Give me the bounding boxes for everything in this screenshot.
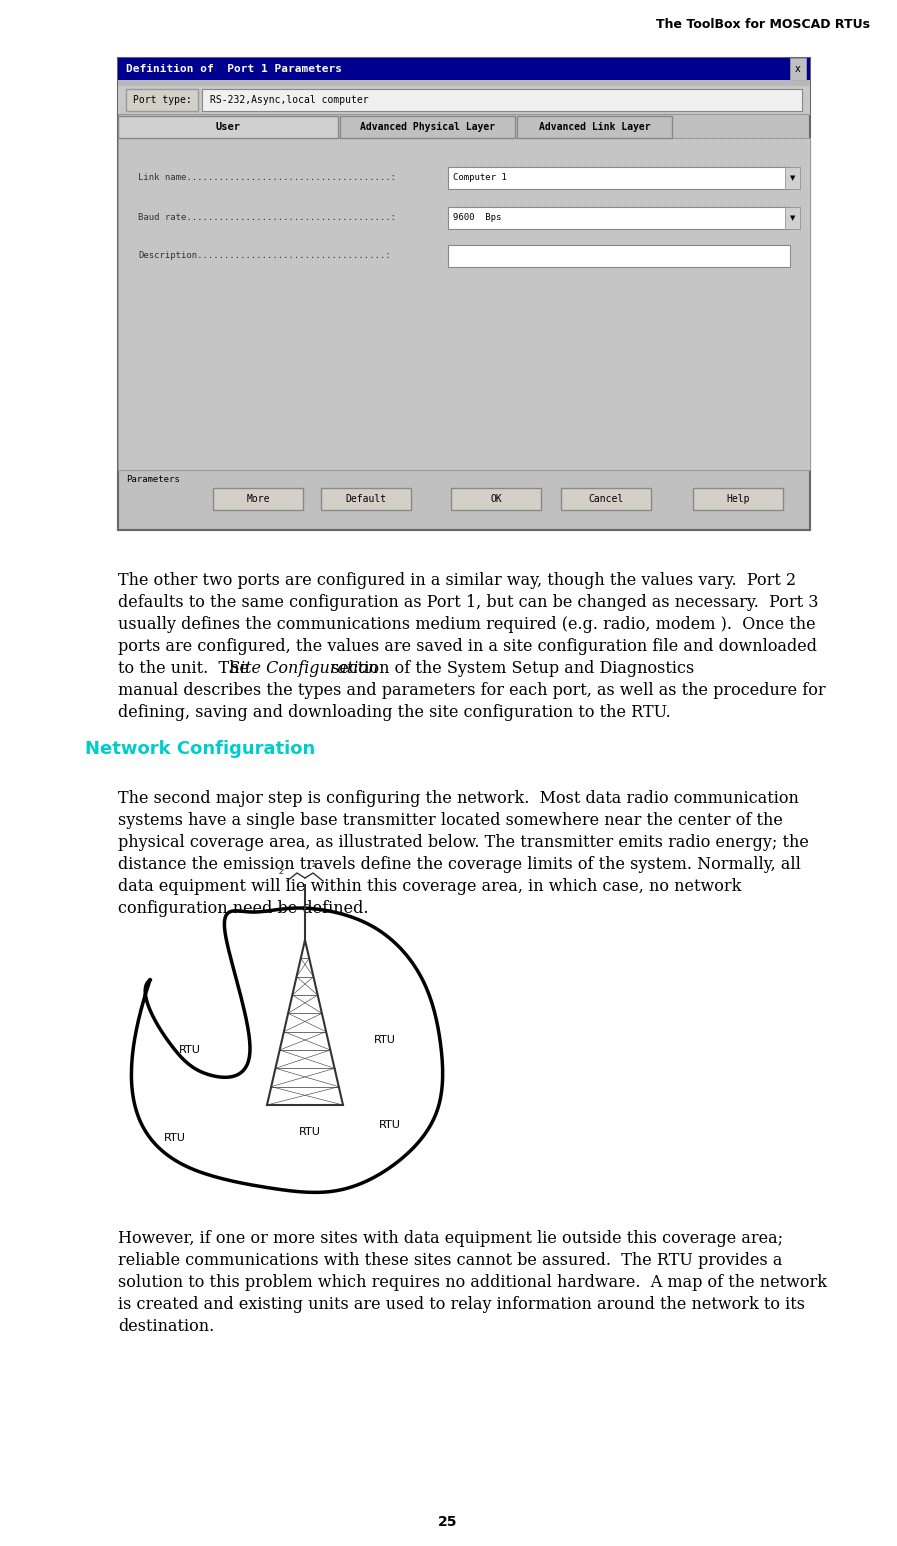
Text: Computer 1: Computer 1: [453, 173, 507, 182]
Bar: [693, 489, 783, 510]
Text: usually defines the communications medium required (e.g. radio, modem ).  Once t: usually defines the communications mediu…: [118, 615, 815, 632]
Text: defining, saving and downloading the site configuration to the RTU.: defining, saving and downloading the sit…: [118, 703, 671, 720]
Text: Definition of  Port 1 Parameters: Definition of Port 1 Parameters: [126, 63, 342, 74]
Text: 9600  Bps: 9600 Bps: [453, 213, 501, 223]
Bar: [118, 138, 810, 470]
Text: Link name......................................:: Link name...............................…: [138, 173, 396, 182]
Bar: [118, 87, 810, 114]
Text: ▼: ▼: [790, 215, 796, 221]
Text: configuration need be defined.: configuration need be defined.: [118, 900, 369, 917]
Text: z: z: [311, 861, 315, 869]
Text: z: z: [278, 866, 283, 875]
Text: The other two ports are configured in a similar way, though the values vary.  Po: The other two ports are configured in a …: [118, 572, 797, 589]
Text: Network Configuration: Network Configuration: [85, 741, 315, 758]
Text: Baud rate......................................:: Baud rate...............................…: [138, 213, 396, 223]
Bar: [561, 489, 651, 510]
Text: RTU: RTU: [179, 1045, 201, 1054]
Bar: [118, 59, 810, 80]
Text: 25: 25: [439, 1515, 457, 1529]
Text: RTU: RTU: [299, 1127, 321, 1136]
Text: Help: Help: [727, 495, 750, 504]
Text: distance the emission travels define the coverage limits of the system. Normally: distance the emission travels define the…: [118, 856, 801, 873]
Text: destination.: destination.: [118, 1319, 214, 1336]
Bar: [790, 59, 806, 80]
Text: reliable communications with these sites cannot be assured.  The RTU provides a: reliable communications with these sites…: [118, 1252, 782, 1269]
Text: section of the System Setup and Diagnostics: section of the System Setup and Diagnost…: [327, 660, 694, 677]
Text: However, if one or more sites with data equipment lie outside this coverage area: However, if one or more sites with data …: [118, 1231, 783, 1248]
Text: Cancel: Cancel: [588, 495, 623, 504]
Text: RTU: RTU: [164, 1133, 186, 1142]
Bar: [451, 489, 541, 510]
Text: to the unit.  The: to the unit. The: [118, 660, 254, 677]
Text: RTU: RTU: [379, 1119, 401, 1130]
Text: More: More: [247, 495, 270, 504]
Text: Advanced Physical Layer: Advanced Physical Layer: [360, 122, 495, 131]
Bar: [517, 116, 672, 138]
Bar: [785, 167, 800, 189]
Bar: [785, 207, 800, 229]
Text: x: x: [795, 63, 801, 74]
Text: The ToolBox for MOSCAD RTUs: The ToolBox for MOSCAD RTUs: [656, 19, 870, 31]
Text: ▼: ▼: [790, 175, 796, 181]
Text: Site Configuration: Site Configuration: [229, 660, 378, 677]
Text: Advanced Link Layer: Advanced Link Layer: [539, 122, 650, 131]
Bar: [118, 116, 338, 138]
Text: solution to this problem which requires no additional hardware.  A map of the ne: solution to this problem which requires …: [118, 1274, 827, 1291]
Text: is created and existing units are used to relay information around the network t: is created and existing units are used t…: [118, 1296, 805, 1313]
Bar: [118, 59, 810, 530]
Text: physical coverage area, as illustrated below. The transmitter emits radio energy: physical coverage area, as illustrated b…: [118, 833, 809, 850]
Bar: [448, 167, 790, 189]
Text: RS-232,Async,local computer: RS-232,Async,local computer: [210, 94, 369, 105]
Bar: [448, 244, 790, 267]
Text: Default: Default: [345, 495, 387, 504]
Bar: [118, 80, 810, 87]
Text: ports are configured, the values are saved in a site configuration file and down: ports are configured, the values are sav…: [118, 638, 817, 656]
Text: Parameters: Parameters: [126, 476, 179, 484]
Text: Port type:: Port type:: [133, 94, 191, 105]
Bar: [321, 489, 411, 510]
Text: RTU: RTU: [374, 1034, 396, 1045]
Text: OK: OK: [490, 495, 502, 504]
Text: systems have a single base transmitter located somewhere near the center of the: systems have a single base transmitter l…: [118, 812, 783, 829]
Polygon shape: [267, 940, 343, 1105]
Text: defaults to the same configuration as Port 1, but can be changed as necessary.  : defaults to the same configuration as Po…: [118, 594, 818, 611]
Text: data equipment will lie within this coverage area, in which case, no network: data equipment will lie within this cove…: [118, 878, 742, 895]
Bar: [126, 90, 198, 111]
Bar: [340, 116, 515, 138]
Bar: [448, 207, 790, 229]
Bar: [202, 90, 802, 111]
Bar: [213, 489, 303, 510]
Text: User: User: [215, 122, 240, 131]
Text: manual describes the types and parameters for each port, as well as the procedur: manual describes the types and parameter…: [118, 682, 825, 699]
Text: Description...................................:: Description.............................…: [138, 252, 390, 260]
Text: The second major step is configuring the network.  Most data radio communication: The second major step is configuring the…: [118, 790, 799, 807]
